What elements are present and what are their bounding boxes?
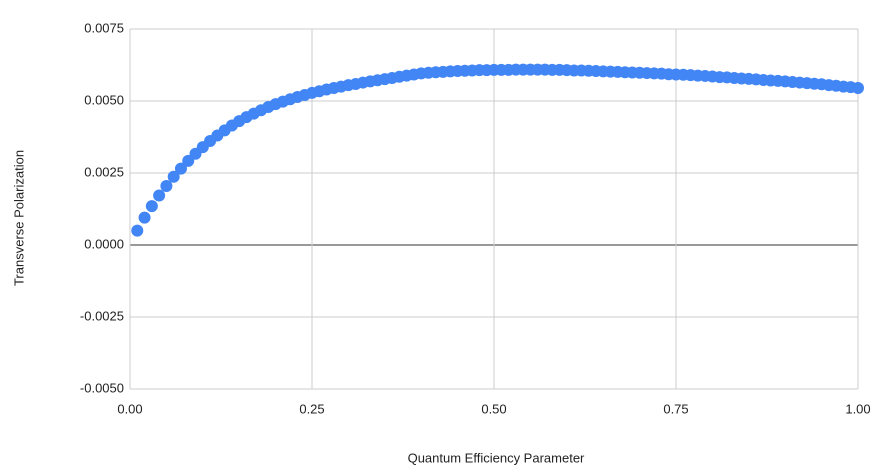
- point: [167, 170, 180, 183]
- x-tick-label: 0.50: [481, 401, 506, 416]
- y-tick-label: 0.0000: [84, 236, 124, 251]
- y-tick-label: 0.0025: [84, 164, 124, 179]
- point: [131, 224, 144, 237]
- x-tick-label: 0.00: [117, 401, 142, 416]
- y-tick-label: 0.0050: [84, 92, 124, 107]
- x-tick-label: 1.00: [845, 401, 870, 416]
- x-axis-label: Quantum Efficiency Parameter: [408, 450, 585, 465]
- point: [852, 82, 864, 95]
- point: [174, 162, 187, 175]
- x-tick-label: 0.25: [299, 401, 324, 416]
- y-tick-label: 0.0075: [84, 20, 124, 35]
- y-tick-label: -0.0050: [80, 380, 124, 395]
- y-tick-label: -0.0025: [80, 308, 124, 323]
- x-tick-label: 0.75: [663, 401, 688, 416]
- point: [153, 189, 166, 202]
- point: [160, 179, 173, 192]
- point: [138, 211, 151, 224]
- y-axis-label: Transverse Polarization: [11, 150, 26, 286]
- point: [145, 200, 158, 213]
